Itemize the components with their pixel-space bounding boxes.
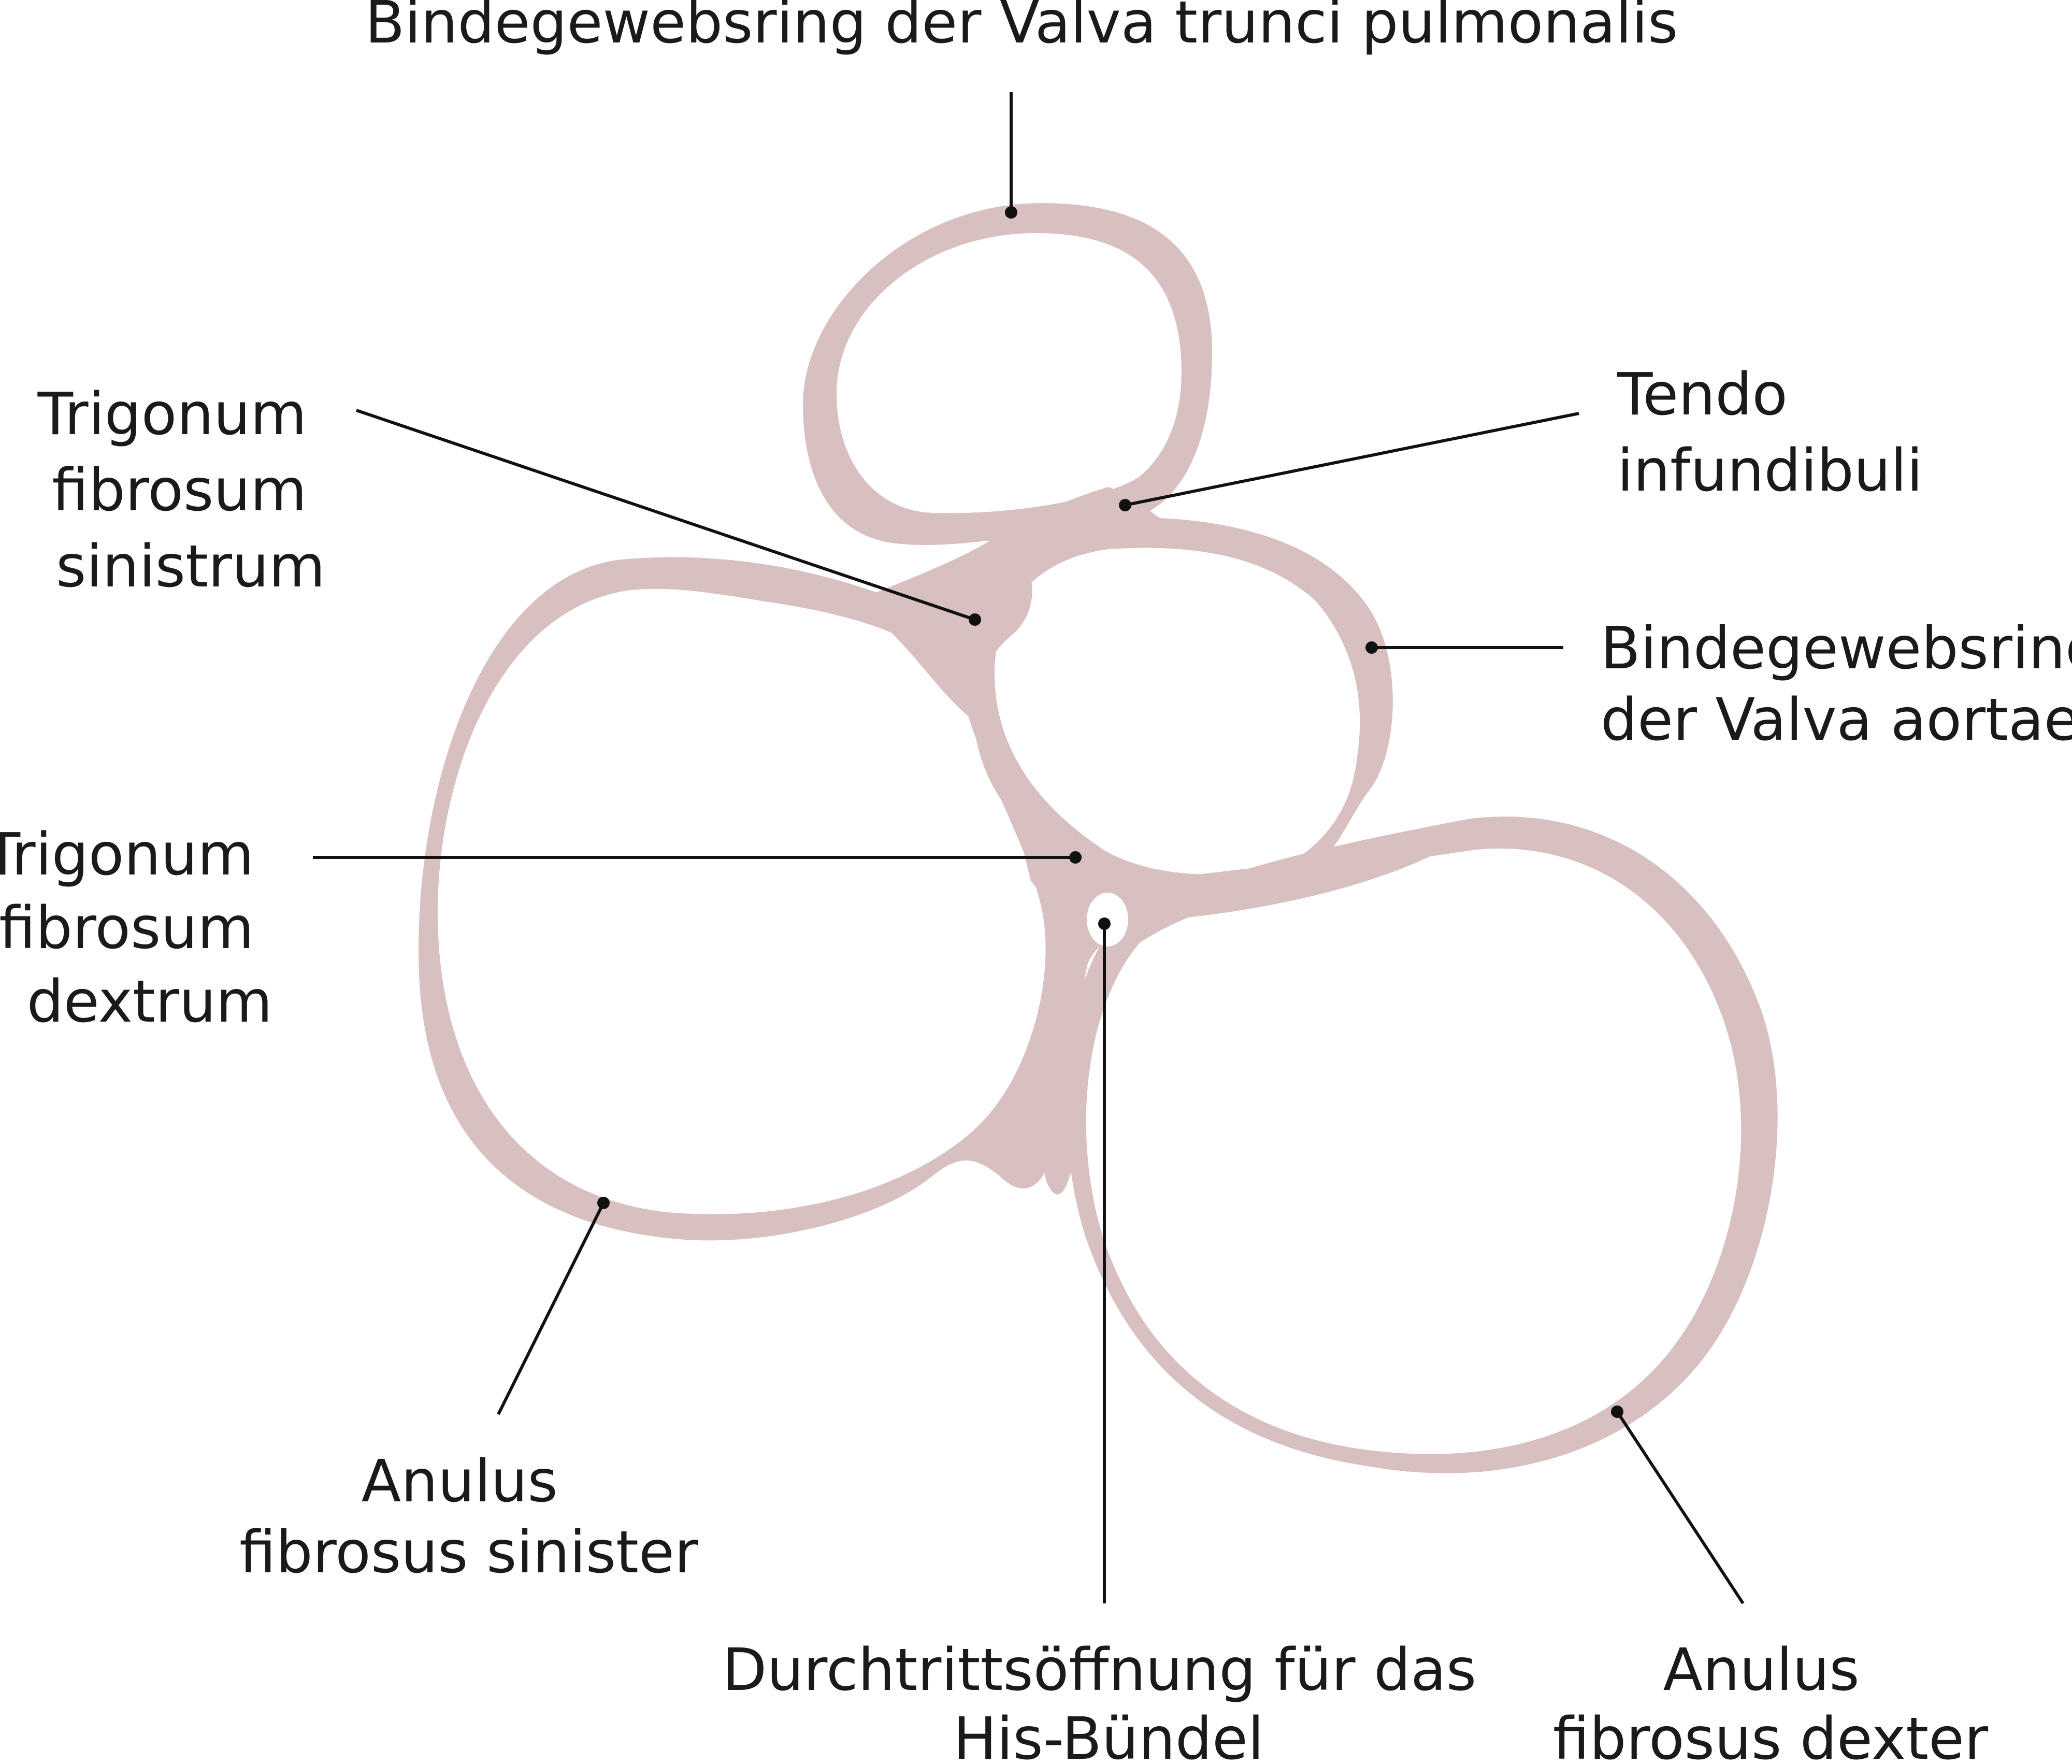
anulus-fibrosus-dexter-ring <box>1066 816 1778 1473</box>
leader-anulus-sinister <box>497 1202 605 1415</box>
leader-dot-anulus-sinister <box>597 1197 610 1209</box>
fibrous-skeleton <box>419 203 1778 1473</box>
leader-trigonum-sinistrum <box>356 409 975 621</box>
label-trigonum-sinistrum: Trigonum fibrosum sinistrum <box>37 381 325 600</box>
label-anulus-sinister: Anulus fibrosus sinister <box>239 1448 699 1586</box>
leader-tendo-infundibuli <box>1125 412 1579 507</box>
leader-anulus-dexter <box>1616 1411 1745 1604</box>
trigonum-fibrosum-dextrum-tissue <box>1015 819 1471 1195</box>
leader-dot-anulus-dexter <box>1611 1406 1623 1418</box>
anulus-fibrosus-sinister-ring <box>419 557 1074 1241</box>
trigonum-fibrosum-sinistrum-tissue <box>855 534 1032 725</box>
leader-lines <box>313 92 1745 1604</box>
label-his-opening: Durchtrittsöffnung für das His-Bündel <box>722 1637 1495 1764</box>
leader-dot-his-opening <box>1098 917 1111 930</box>
leader-dot-pulmonary-ring <box>1005 206 1017 219</box>
leader-dot-trigonum-sinistrum <box>969 613 981 626</box>
leader-dot-aortic-ring <box>1365 641 1378 654</box>
label-pulmonary-ring: Bindegewebsring der Valva trunci pulmona… <box>365 0 1678 56</box>
label-aortic-ring: Bindegewebsring der Valva aortae <box>1601 615 2072 754</box>
leader-dot-trigonum-dextrum <box>1069 851 1082 864</box>
pulmonary-valve-ring <box>803 203 1212 545</box>
leader-dot-tendo-infundibuli <box>1119 499 1131 511</box>
label-tendo-infundibuli: Tendo infundibuli <box>1617 361 1923 505</box>
label-trigonum-dextrum: Trigonum fibrosum dextrum <box>0 821 272 1036</box>
label-anulus-dexter: Anulus fibrosus dexter <box>1553 1637 1989 1764</box>
